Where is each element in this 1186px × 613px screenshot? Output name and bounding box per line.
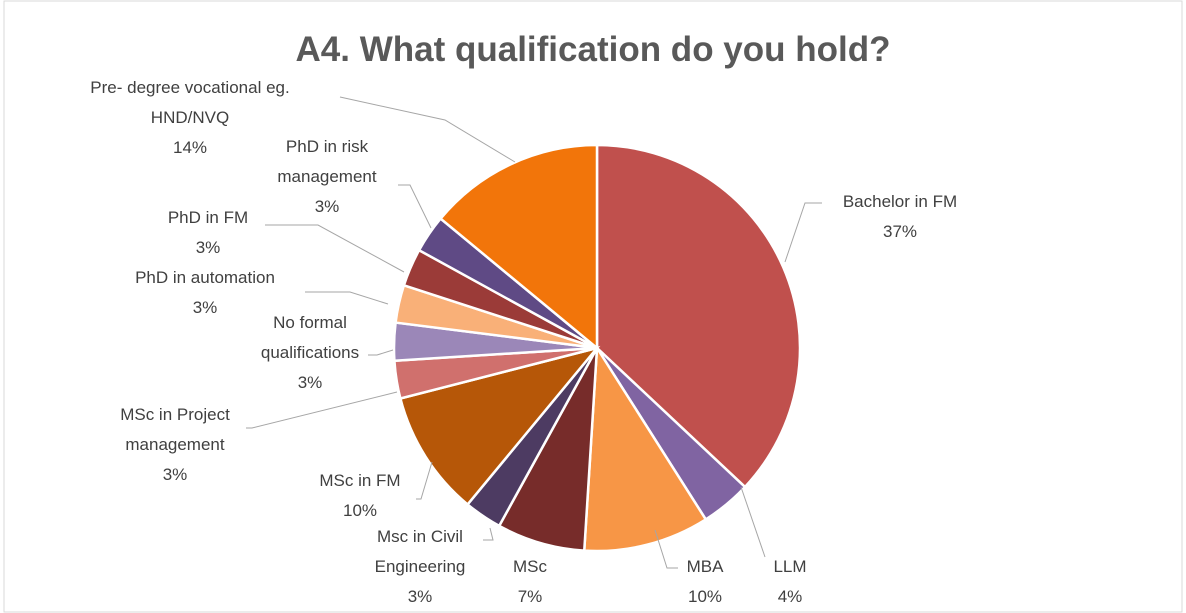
value-label: 10%: [687, 587, 723, 606]
category-label: MSc in Project management: [120, 405, 230, 454]
value-label: 3%: [192, 298, 218, 317]
leader-line: [740, 486, 766, 558]
data-label: PhD in risk management 3%: [262, 132, 392, 222]
data-label: No formal qualifications 3%: [245, 308, 375, 398]
value-label: 37%: [882, 222, 918, 241]
leader-line: [305, 291, 389, 305]
category-label: PhD in FM: [167, 208, 249, 227]
data-label: PhD in automation 3%: [100, 263, 310, 323]
value-label: 7%: [517, 587, 543, 606]
value-label: 3%: [297, 373, 323, 392]
category-label: Msc in Civil Engineering: [374, 527, 466, 576]
leader-line: [654, 529, 678, 569]
pie-slice: [438, 143, 599, 351]
category-label: MBA: [686, 557, 724, 576]
data-label: MBA 10%: [660, 552, 750, 612]
category-label: PhD in risk management: [277, 137, 377, 186]
category-label: MSc: [513, 557, 547, 576]
data-label: Bachelor in FM 37%: [820, 187, 980, 247]
value-label: 3%: [407, 587, 433, 606]
value-label: 3%: [162, 465, 188, 484]
pie-slice: [595, 143, 802, 489]
data-label: Msc in Civil Engineering 3%: [365, 522, 475, 612]
value-label: 10%: [342, 501, 378, 520]
value-label: 3%: [195, 238, 221, 257]
category-label: LLM: [773, 557, 807, 576]
data-label: PhD in FM 3%: [148, 203, 268, 263]
leader-line: [368, 349, 394, 356]
leader-line: [246, 391, 398, 429]
category-label: Bachelor in FM: [842, 192, 958, 211]
pie-slice: [582, 344, 708, 553]
leader-line: [339, 96, 516, 163]
leader-line: [483, 527, 494, 541]
leader-line: [416, 461, 433, 500]
value-label: 14%: [172, 138, 208, 157]
leader-line: [398, 184, 432, 229]
data-label: MSc in FM 10%: [300, 466, 420, 526]
data-label: Pre- degree vocational eg. HND/NVQ 14%: [60, 73, 320, 163]
data-label: LLM 4%: [750, 552, 830, 612]
data-label: MSc 7%: [495, 552, 565, 612]
value-label: 3%: [314, 197, 340, 216]
category-label: Pre- degree vocational eg. HND/NVQ: [90, 78, 290, 127]
category-label: MSc in FM: [319, 471, 401, 490]
category-label: No formal qualifications: [260, 313, 360, 362]
chart-title: A4. What qualification do you hold?: [295, 30, 891, 69]
data-label: MSc in Project management 3%: [95, 400, 255, 490]
value-label: 4%: [777, 587, 803, 606]
category-label: PhD in automation: [135, 268, 275, 287]
leader-line: [265, 224, 405, 273]
leader-line: [784, 202, 822, 263]
